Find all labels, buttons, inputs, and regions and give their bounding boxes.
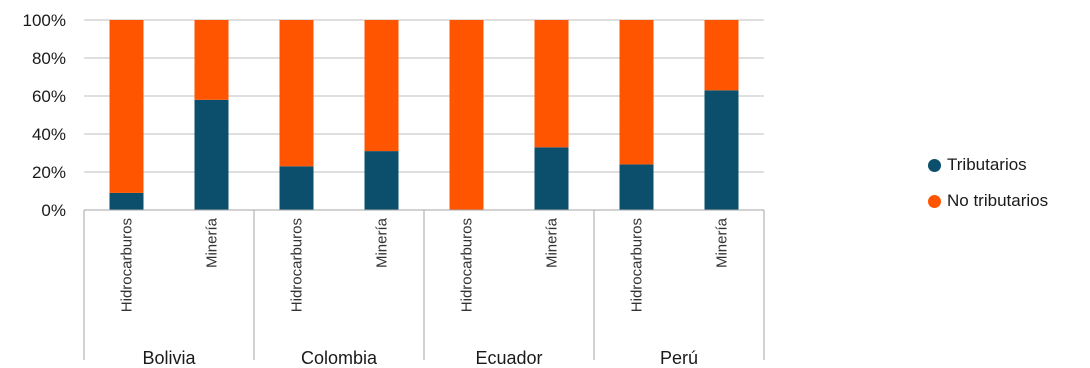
x-category-label: Hidrocarburos xyxy=(289,218,306,312)
bars xyxy=(109,20,739,210)
legend-swatch-no-tributarios xyxy=(928,194,941,208)
bar-tributarios xyxy=(194,99,229,210)
bar-no-tributarios xyxy=(279,20,314,167)
y-tick-labels: 0% 20% 40% 60% 80% 100% xyxy=(23,11,66,220)
x-group-label: Bolivia xyxy=(142,348,196,368)
y-tick-label: 60% xyxy=(32,87,66,106)
y-tick-label: 20% xyxy=(32,163,66,182)
bar-tributarios xyxy=(109,192,144,210)
bar-no-tributarios xyxy=(109,20,144,193)
x-category-labels: Hidrocarburos Minería Hidrocarburos Minería… xyxy=(119,217,731,312)
x-group-label: Perú xyxy=(660,348,698,368)
bar-tributarios xyxy=(279,166,314,210)
x-group-label: Colombia xyxy=(301,348,378,368)
legend-label-tributarios: Tributarios xyxy=(947,155,1027,174)
legend-swatch-tributarios xyxy=(928,158,941,172)
gridlines xyxy=(84,19,764,211)
bar-no-tributarios xyxy=(704,20,739,91)
bar-no-tributarios xyxy=(534,20,569,148)
x-category-label: Minería xyxy=(204,217,221,268)
bar-no-tributarios xyxy=(449,20,484,210)
x-category-label: Minería xyxy=(374,217,391,268)
bar-no-tributarios xyxy=(194,20,229,100)
legend-label-no-tributarios: No tributarios xyxy=(947,191,1049,210)
legend: Tributarios No tributarios xyxy=(928,152,1048,224)
legend-item-no-tributarios: No tributarios xyxy=(928,188,1048,214)
x-category-label: Minería xyxy=(714,217,731,268)
x-group-label: Ecuador xyxy=(475,348,542,368)
bar-tributarios xyxy=(364,151,399,210)
bar-no-tributarios xyxy=(364,20,399,152)
legend-item-tributarios: Tributarios xyxy=(928,152,1048,178)
bar-tributarios xyxy=(619,164,654,210)
bar-no-tributarios xyxy=(619,20,654,165)
x-category-label: Minería xyxy=(544,217,561,268)
y-tick-label: 100% xyxy=(23,11,66,30)
y-tick-label: 0% xyxy=(41,201,66,220)
x-category-label: Hidrocarburos xyxy=(629,218,646,312)
y-tick-label: 80% xyxy=(32,49,66,68)
bar-tributarios xyxy=(704,90,739,210)
bar-tributarios xyxy=(534,147,569,210)
x-category-label: Hidrocarburos xyxy=(119,218,136,312)
x-category-label: Hidrocarburos xyxy=(459,218,476,312)
axes xyxy=(83,209,765,360)
y-tick-label: 40% xyxy=(32,125,66,144)
x-group-labels: Bolivia Colombia Ecuador Perú xyxy=(142,348,698,368)
